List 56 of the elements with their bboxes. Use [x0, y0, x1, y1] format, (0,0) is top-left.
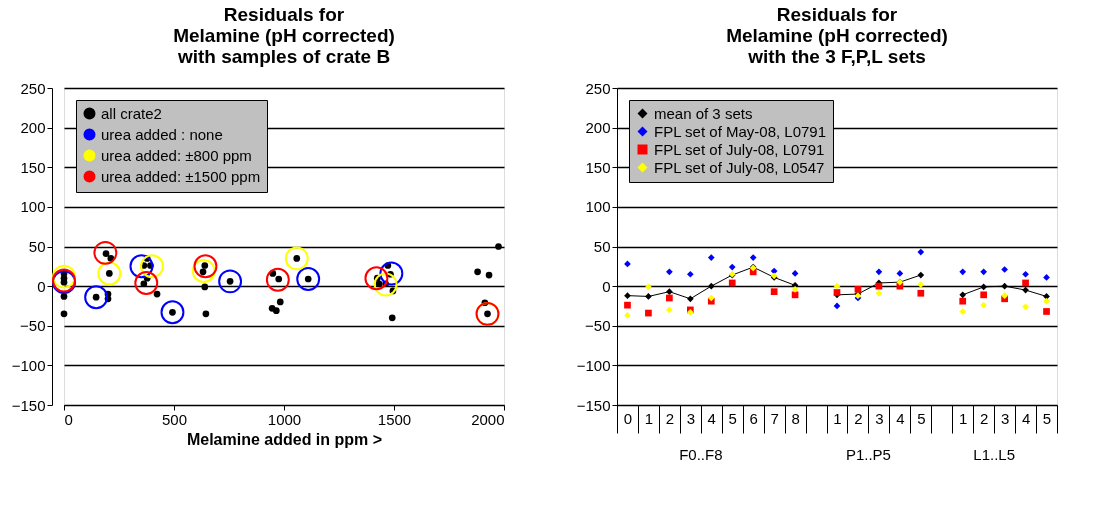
legend-label: FPL set of July-08, L0791: [654, 140, 825, 158]
y-tick-label: −100: [11, 356, 46, 374]
y-tick-label: 100: [20, 198, 46, 216]
y-tick-label: −50: [585, 317, 611, 335]
x-tick-label: 2: [854, 409, 863, 427]
y-tick-label: 50: [28, 238, 46, 255]
x-tick-label: 1: [959, 409, 968, 427]
legend-label: mean of 3 sets: [654, 104, 753, 122]
x-tick-label: 2000: [471, 410, 505, 428]
x-tick-label: 0: [623, 409, 633, 427]
y-tick-label: 0: [602, 277, 611, 295]
y-tick-label: 250: [20, 79, 46, 97]
y-tick-label: −100: [576, 356, 611, 374]
chart-title: Residuals for Melamine (pH corrected) with the 3 F,P,L sets: [726, 4, 948, 67]
y-tick-label: 200: [20, 119, 46, 137]
legend-label: urea added : none: [101, 125, 223, 143]
x-tick-label: 1500: [377, 410, 412, 428]
x-tick-label: 4: [1021, 409, 1031, 427]
x-axis-title: Melamine added in ppm >: [186, 430, 383, 448]
legend-label: all crate2: [101, 104, 162, 122]
x-tick-label: 3: [1000, 409, 1010, 427]
x-tick-label: 5: [728, 409, 737, 427]
y-tick-label: −150: [576, 396, 611, 414]
y-tick-label: 200: [585, 119, 611, 137]
x-tick-label: 8: [791, 409, 800, 427]
x-tick-label: 1: [833, 409, 842, 427]
legend-label: urea added: ±1500 ppm: [101, 167, 261, 185]
y-tick-label: −50: [20, 317, 46, 335]
y-tick-label: 0: [37, 277, 46, 295]
x-tick-label: 1: [644, 409, 654, 427]
y-tick-label: 100: [585, 198, 611, 216]
x-tick-label: 3: [686, 409, 696, 427]
text: P1..P5: [845, 446, 891, 463]
legend-label: urea added: ±800 ppm: [101, 146, 252, 164]
legend-label: FPL set of July-08, L0547: [654, 158, 825, 176]
y-tick-label: −150: [11, 396, 46, 414]
x-tick-label: 1000: [267, 410, 302, 428]
x-tick-label: 2: [979, 409, 989, 427]
legend-label: FPL set of May-08, L0791: [654, 122, 827, 140]
y-tick-label: 50: [593, 238, 611, 255]
y-tick-label: 150: [20, 158, 46, 176]
x-tick-label: 6: [749, 409, 758, 427]
x-tick-label: 0: [64, 410, 73, 428]
x-tick-label: 5: [917, 409, 926, 427]
y-tick-label: 150: [585, 158, 611, 176]
y-tick-label: 250: [585, 79, 611, 97]
x-tick-label: 500: [161, 410, 188, 428]
x-tick-label: 4: [707, 409, 716, 427]
x-tick-label: 4: [896, 409, 905, 427]
chart-title: Residuals for Melamine (pH corrected) with samples of crate B: [173, 4, 395, 67]
x-tick-label: 5: [1042, 409, 1052, 427]
text: F0..F8: [679, 446, 723, 463]
x-tick-label: 2: [665, 409, 675, 427]
x-tick-label: 7: [770, 409, 779, 427]
x-tick-label: 3: [875, 409, 884, 427]
text: L1..L5: [973, 446, 1015, 463]
